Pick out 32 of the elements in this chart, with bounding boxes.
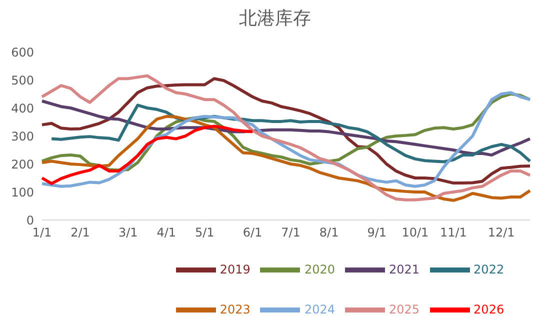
x-tick-label: 1/1 bbox=[32, 226, 52, 240]
line-series bbox=[40, 114, 532, 202]
y-tick-label: 200 bbox=[11, 157, 34, 172]
y-tick-label: 500 bbox=[11, 73, 34, 88]
x-tick-label: 10/1 bbox=[402, 226, 429, 240]
y-tick-label: 0 bbox=[26, 213, 34, 228]
y-tick-label: 300 bbox=[11, 129, 34, 144]
y-tick-label: 400 bbox=[11, 101, 34, 116]
x-tick-label: 11/1 bbox=[440, 226, 467, 240]
legend-label: 2023 bbox=[220, 302, 250, 316]
chart-title: 北港库存 bbox=[238, 7, 312, 30]
x-tick-label: 9/1 bbox=[367, 226, 387, 240]
legend-label: 2025 bbox=[389, 302, 420, 316]
x-tick-label: 3/1 bbox=[118, 226, 138, 240]
y-tick-label: 600 bbox=[11, 45, 34, 60]
x-tick-label: 12/1 bbox=[488, 226, 515, 240]
legend-label: 2024 bbox=[304, 302, 335, 316]
x-tick-label: 7/1 bbox=[281, 226, 300, 240]
legend-label: 2022 bbox=[474, 262, 504, 276]
legend-label: 2019 bbox=[220, 262, 250, 276]
legend-label: 2020 bbox=[304, 262, 335, 276]
x-tick-label: 2/1 bbox=[70, 226, 90, 240]
legend-label: 2021 bbox=[389, 262, 420, 276]
x-tick-label: 6/1 bbox=[242, 226, 262, 240]
y-tick-label: 100 bbox=[11, 185, 34, 200]
x-tick-label: 5/1 bbox=[195, 226, 214, 240]
legend-label: 2026 bbox=[474, 302, 504, 316]
line-series bbox=[40, 74, 532, 202]
line-series bbox=[40, 124, 254, 186]
x-tick-label: 8/1 bbox=[319, 226, 339, 240]
line-series bbox=[40, 77, 532, 185]
x-tick-label: 4/1 bbox=[156, 226, 176, 240]
